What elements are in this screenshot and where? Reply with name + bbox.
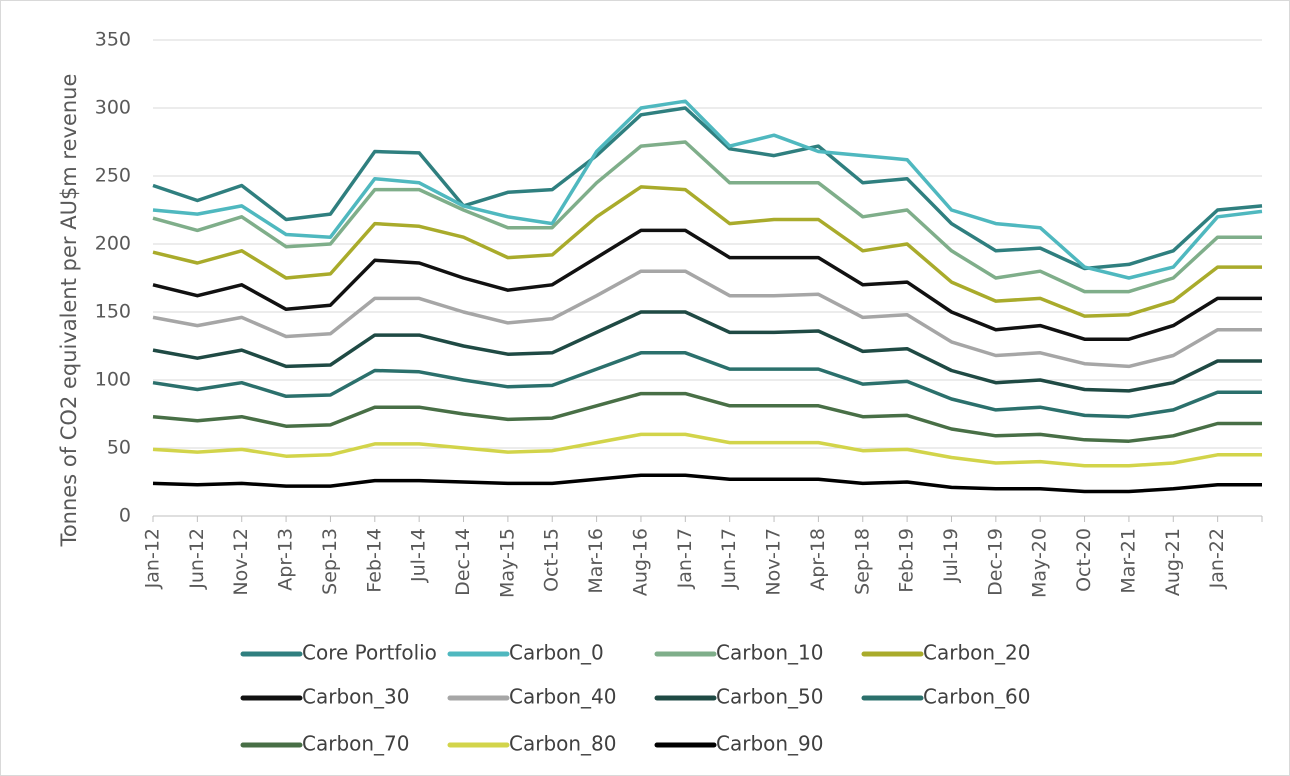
legend-label: Carbon_60	[923, 685, 1031, 709]
legend-label: Carbon_10	[716, 641, 824, 665]
series-line	[152, 185, 1262, 318]
y-tick-label: 250	[95, 165, 131, 187]
legend-label: Carbon_50	[716, 685, 824, 709]
x-tick-label: Jan-12	[142, 528, 164, 589]
y-tick-label: 350	[95, 29, 131, 51]
x-tick-label: Sep-18	[851, 528, 873, 595]
legend-label: Carbon_70	[302, 732, 410, 756]
series-line	[152, 473, 1262, 494]
series-line	[152, 269, 1262, 369]
series-line	[152, 140, 1262, 294]
series-line	[152, 432, 1262, 468]
series-line	[152, 351, 1262, 419]
series-line	[152, 310, 1262, 393]
x-tick-label: Dec-19	[984, 528, 1006, 596]
y-tick-label: 300	[95, 97, 131, 119]
x-tick-label: Jun-17	[718, 528, 740, 590]
x-tick-label: Dec-14	[452, 528, 474, 596]
legend-label: Carbon_30	[302, 685, 410, 709]
y-tick-label: 100	[95, 369, 131, 391]
x-tick-label: Jan-17	[674, 528, 696, 589]
y-tick-label: 150	[95, 301, 131, 323]
x-tick-label: Jul-19	[940, 528, 962, 583]
x-tick-label: Feb-14	[363, 528, 385, 593]
x-tick-label: May-15	[496, 528, 518, 598]
x-tick-label: Sep-13	[319, 528, 341, 595]
x-tick-label: May-20	[1029, 528, 1051, 598]
x-tick-label: Apr-18	[807, 528, 829, 591]
x-tick-label: Mar-21	[1117, 528, 1139, 594]
series-line	[152, 391, 1262, 443]
x-tick-label: Nov-17	[763, 528, 785, 596]
legend-label: Carbon_80	[509, 732, 617, 756]
x-tick-label: Aug-16	[629, 528, 651, 596]
x-tick-label: Jan-22	[1206, 528, 1228, 589]
y-axis-label: Tonnes of CO2 equivalent per AU$m revenu…	[57, 74, 81, 548]
legend-label: Carbon_90	[716, 732, 824, 756]
x-tick-label: Oct-15	[541, 528, 563, 592]
x-tick-label: Nov-12	[230, 528, 252, 596]
x-tick-label: Jun-12	[186, 528, 208, 590]
x-tick-label: Mar-16	[585, 528, 607, 594]
series-line	[152, 99, 1263, 280]
y-tick-label: 0	[119, 505, 131, 527]
x-tick-label: Jul-14	[408, 528, 430, 583]
y-tick-label: 50	[107, 437, 131, 459]
y-tick-label: 200	[95, 233, 131, 255]
legend-label: Carbon_40	[509, 685, 617, 709]
x-tick-label: Apr-13	[275, 528, 297, 591]
x-tick-label: Aug-21	[1162, 528, 1184, 596]
x-tick-label: Oct-20	[1073, 528, 1095, 592]
legend-label: Core Portfolio	[302, 641, 437, 665]
series-line	[152, 106, 1263, 271]
legend-label: Carbon_20	[923, 641, 1031, 665]
legend-label: Carbon_0	[509, 641, 604, 665]
series-line	[152, 228, 1262, 341]
x-tick-label: Feb-19	[896, 528, 918, 593]
